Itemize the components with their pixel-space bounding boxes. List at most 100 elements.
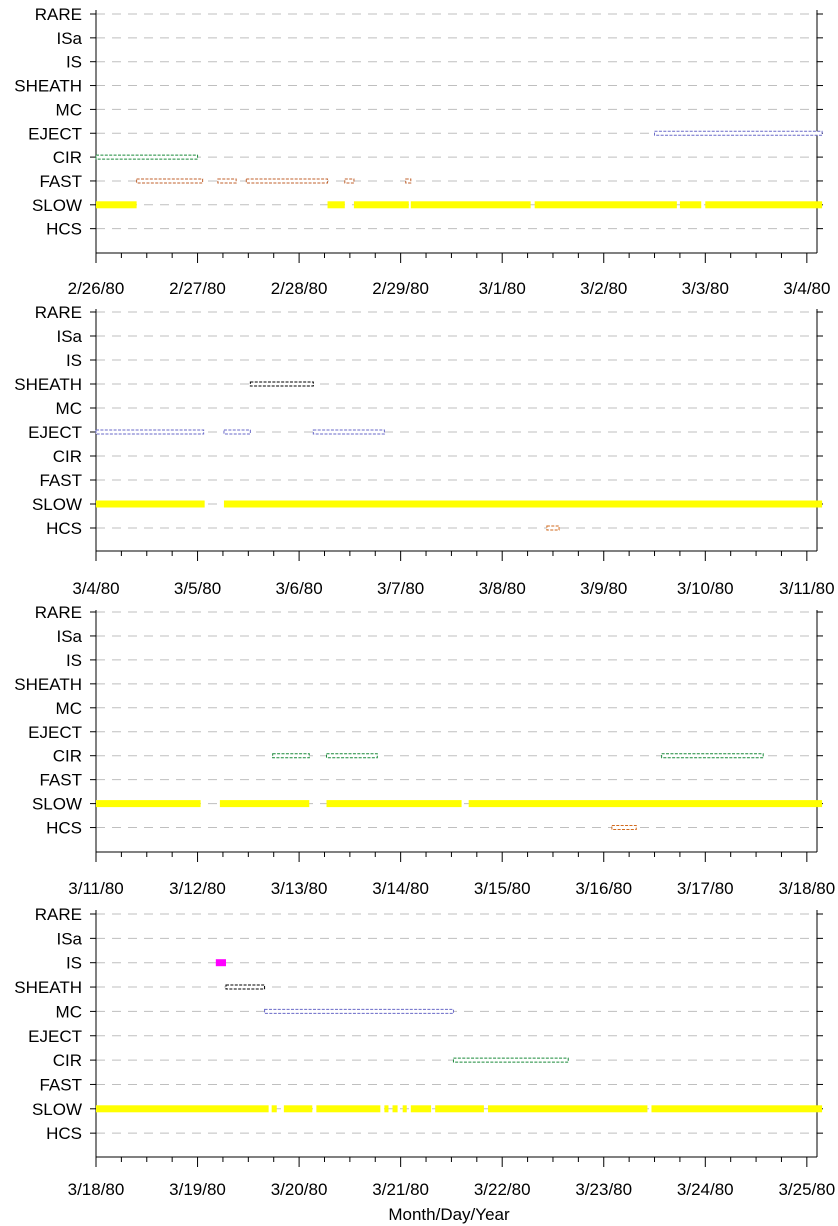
interval-hcs: [611, 825, 637, 831]
category-label: CIR: [53, 1051, 82, 1070]
x-tick-label: 3/5/80: [174, 579, 221, 598]
category-label: SHEATH: [14, 978, 82, 997]
category-label: ISa: [56, 627, 82, 646]
interval-fast: [136, 178, 204, 184]
x-tick-label: 3/13/80: [271, 879, 328, 898]
x-tick-label: 3/11/80: [68, 879, 123, 898]
x-tick-label: 3/25/80: [778, 1180, 835, 1199]
x-tick-label: 2/27/80: [169, 279, 226, 298]
x-tick-label: 3/3/80: [682, 279, 729, 298]
interval-slow: [327, 201, 345, 209]
category-label: SHEATH: [14, 675, 82, 694]
category-label: ISa: [56, 29, 82, 48]
x-tick-label: 3/24/80: [677, 1180, 734, 1199]
category-label: ISa: [56, 929, 82, 948]
interval-sheath: [249, 381, 314, 387]
category-label: EJECT: [28, 723, 82, 742]
interval-slow: [392, 1105, 398, 1113]
category-label: IS: [66, 351, 82, 370]
x-tick-label: 2/29/80: [372, 279, 429, 298]
category-label: SHEATH: [14, 375, 82, 394]
x-tick-label: 3/19/80: [169, 1180, 226, 1199]
interval-slow: [353, 201, 409, 209]
interval-cir: [272, 753, 310, 759]
category-label: RARE: [35, 303, 82, 322]
category-label: EJECT: [28, 423, 82, 442]
interval-eject: [654, 130, 823, 136]
interval-slow: [534, 201, 677, 209]
interval-slow: [283, 1105, 313, 1113]
category-label: IS: [66, 53, 82, 72]
category-label: MC: [56, 1002, 82, 1021]
x-tick-label: 3/21/80: [372, 1180, 429, 1199]
x-tick-label: 3/15/80: [474, 879, 531, 898]
interval-slow: [384, 1105, 389, 1113]
x-tick-label: 3/22/80: [474, 1180, 531, 1199]
category-label: SHEATH: [14, 77, 82, 96]
interval-slow: [468, 800, 823, 808]
interval-slow: [316, 1105, 381, 1113]
category-label: HCS: [46, 519, 82, 538]
x-tick-label: 2/26/80: [68, 279, 125, 298]
x-tick-label: 3/23/80: [575, 1180, 632, 1199]
category-label: CIR: [53, 447, 82, 466]
x-tick-label: 3/17/80: [677, 879, 734, 898]
interval-slow: [410, 1105, 432, 1113]
category-label: HCS: [46, 220, 82, 239]
interval-slow: [410, 201, 531, 209]
x-tick-label: 3/7/80: [377, 579, 424, 598]
interval-slow: [326, 800, 462, 808]
category-label: IS: [66, 954, 82, 973]
x-tick-label: 3/10/80: [677, 579, 734, 598]
interval-slow: [96, 1105, 269, 1113]
interval-slow: [402, 1105, 407, 1113]
category-label: ISa: [56, 327, 82, 346]
x-tick-label: 3/16/80: [575, 879, 632, 898]
category-label: FAST: [39, 172, 82, 191]
x-tick-label: 3/18/80: [68, 1180, 125, 1199]
category-label: EJECT: [28, 124, 82, 143]
x-axis-title: Month/Day/Year: [388, 1205, 510, 1224]
category-label: IS: [66, 651, 82, 670]
interval-slow: [487, 1105, 648, 1113]
interval-slow: [271, 1105, 277, 1113]
interval-eject: [312, 429, 385, 435]
interval-is: [215, 959, 226, 967]
category-label: EJECT: [28, 1027, 82, 1046]
interval-slow: [435, 1105, 484, 1113]
interval-slow: [96, 800, 201, 808]
interval-slow: [96, 500, 205, 508]
interval-slow: [223, 500, 823, 508]
category-label: MC: [56, 399, 82, 418]
x-tick-label: 3/20/80: [271, 1180, 328, 1199]
x-tick-label: 3/12/80: [169, 879, 226, 898]
interval-fast: [405, 178, 412, 184]
category-label: SLOW: [32, 495, 82, 514]
interval-fast: [217, 178, 237, 184]
interval-eject: [223, 429, 251, 435]
category-label: SLOW: [32, 196, 82, 215]
interval-fast: [245, 178, 329, 184]
interval-cir: [326, 753, 378, 759]
interval-eject: [95, 429, 205, 435]
interval-sheath: [225, 984, 266, 990]
category-label: FAST: [39, 1075, 82, 1094]
x-tick-label: 3/14/80: [372, 879, 429, 898]
interval-cir: [95, 154, 199, 160]
interval-slow: [96, 201, 137, 209]
category-label: HCS: [46, 819, 82, 838]
interval-fast: [344, 178, 355, 184]
x-tick-label: 3/11/80: [779, 579, 834, 598]
category-label: SLOW: [32, 1100, 82, 1119]
x-tick-label: 3/8/80: [479, 579, 526, 598]
x-tick-label: 2/28/80: [271, 279, 328, 298]
x-tick-label: 3/18/80: [778, 879, 835, 898]
x-tick-label: 3/4/80: [783, 279, 830, 298]
interval-slow: [651, 1105, 823, 1113]
x-tick-label: 3/2/80: [580, 279, 627, 298]
category-label: RARE: [35, 905, 82, 924]
interval-cir: [661, 753, 764, 759]
x-tick-label: 3/1/80: [479, 279, 526, 298]
category-label: CIR: [53, 747, 82, 766]
